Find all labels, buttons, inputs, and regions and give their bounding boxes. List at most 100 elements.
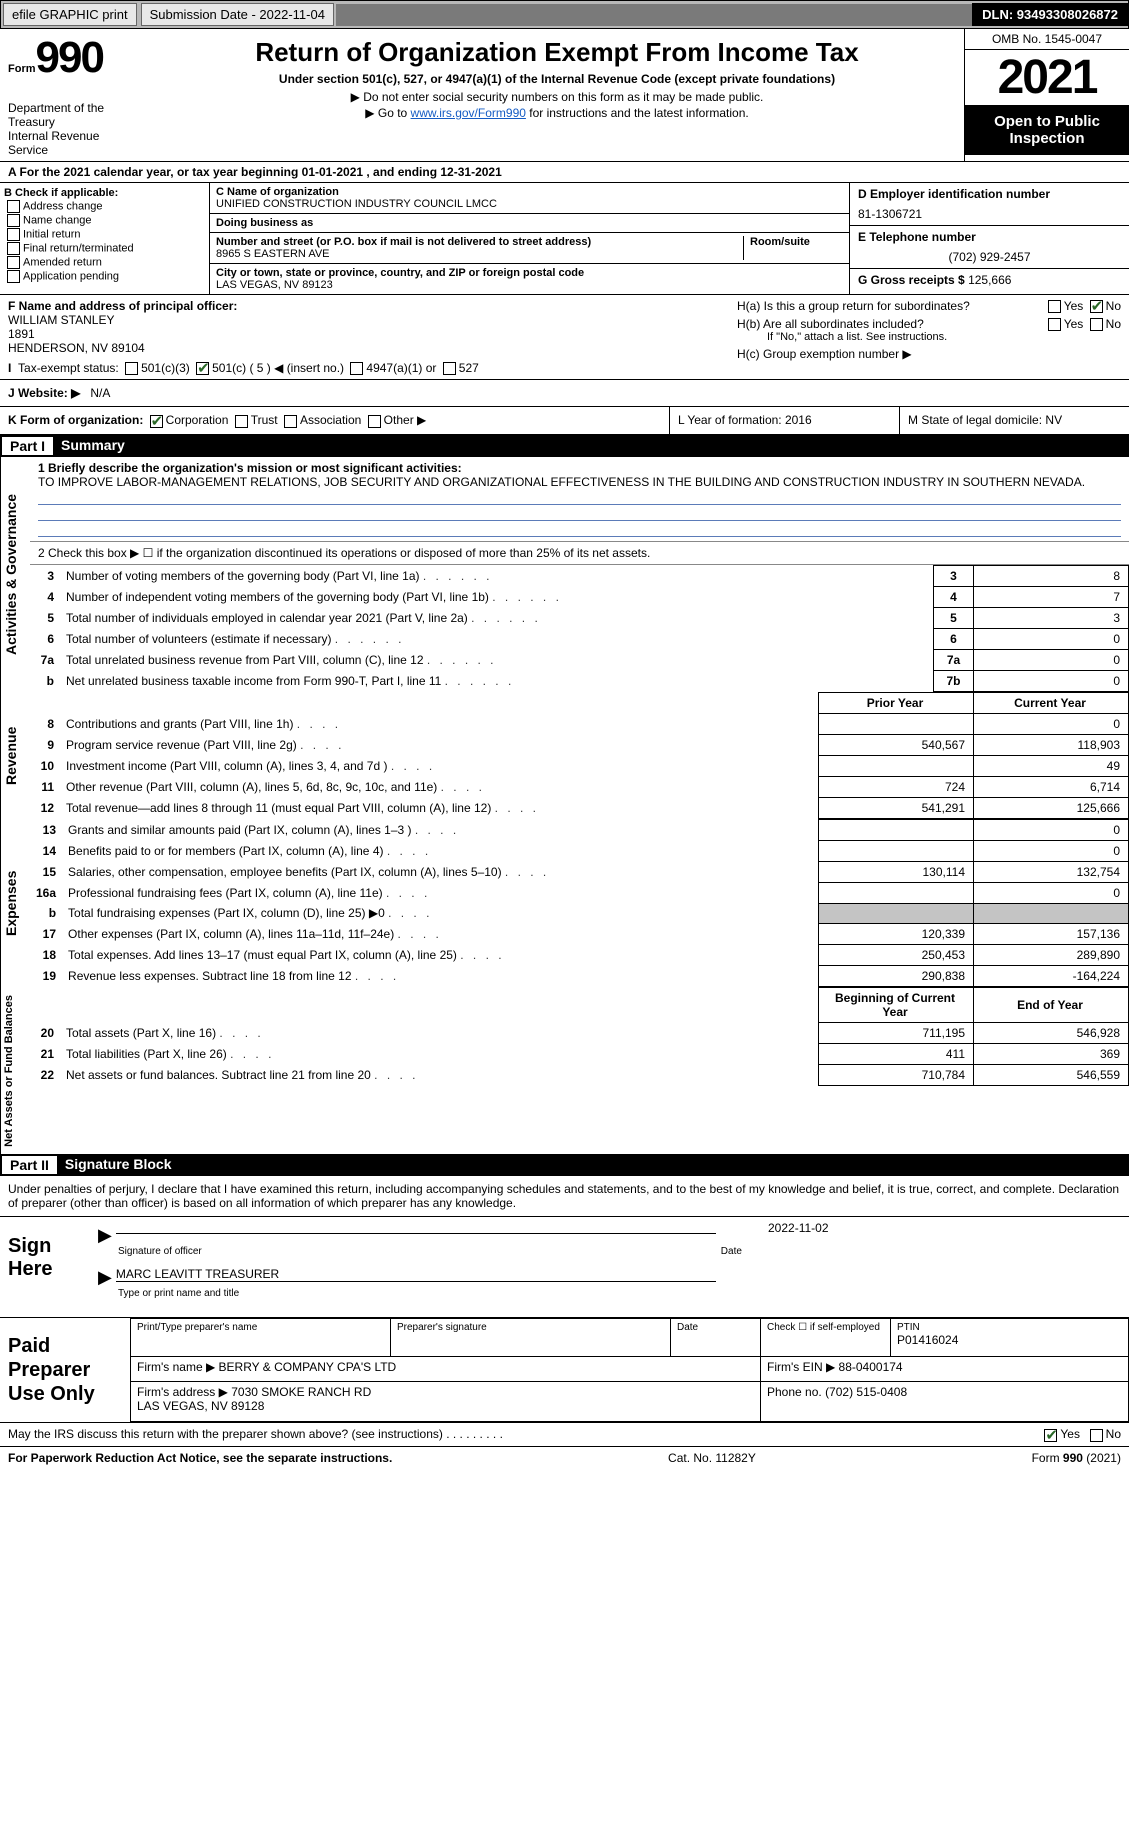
cb-application-pending[interactable]: Application pending (4, 270, 205, 283)
footer-left: For Paperwork Reduction Act Notice, see … (8, 1451, 392, 1465)
cb-501c[interactable] (196, 362, 209, 375)
open-inspection: Open to Public Inspection (965, 105, 1129, 155)
expenses-table: 13Grants and similar amounts paid (Part … (30, 819, 1129, 987)
gross-lbl: G Gross receipts $ (858, 273, 965, 287)
city-lbl: City or town, state or province, country… (216, 267, 843, 279)
cb-amended-return[interactable]: Amended return (4, 256, 205, 269)
cb-501c3[interactable] (125, 362, 138, 375)
ha-lbl: H(a) Is this a group return for subordin… (737, 299, 970, 313)
row-website: J Website: ▶ N/A (0, 380, 1129, 407)
part1-governance: Activities & Governance 1 Briefly descri… (0, 457, 1129, 692)
hb-lbl: H(b) Are all subordinates included? (737, 317, 924, 331)
sig-arrow-icon: ▶ (98, 1225, 112, 1245)
discuss-no[interactable] (1090, 1429, 1103, 1442)
tab-expenses: Expenses (0, 819, 30, 987)
sign-here-lbl: Sign Here (0, 1217, 90, 1317)
ptin-lbl: PTIN (897, 1322, 1122, 1333)
discuss-text: May the IRS discuss this return with the… (8, 1427, 443, 1441)
cb-final-return[interactable]: Final return/terminated (4, 242, 205, 255)
header-sub2a: ▶ Do not enter social security numbers o… (154, 90, 960, 104)
form-title: Return of Organization Exempt From Incom… (154, 37, 960, 68)
sig-name: MARC LEAVITT TREASURER (116, 1267, 279, 1281)
cb-corp[interactable] (150, 415, 163, 428)
efile-label: efile GRAPHIC print (3, 3, 137, 26)
ein-val: 81-1306721 (858, 207, 1121, 221)
org-name-lbl: C Name of organization (216, 186, 843, 198)
f-addr: 1891 HENDERSON, NV 89104 (8, 327, 721, 355)
cb-other[interactable] (368, 415, 381, 428)
part2-heading: Signature Block (65, 1156, 172, 1174)
prep-sig-lbl: Preparer's signature (397, 1322, 664, 1333)
footer-cat: Cat. No. 11282Y (668, 1451, 756, 1465)
gross-val: 125,666 (968, 273, 1011, 287)
cb-address-change[interactable]: Address change (4, 200, 205, 213)
row-a-period: A For the 2021 calendar year, or tax yea… (0, 162, 1129, 183)
firm-name-lbl: Firm's name ▶ (137, 1360, 215, 1374)
street-lbl: Number and street (or P.O. box if mail i… (216, 236, 743, 248)
l-year: L Year of formation: 2016 (669, 407, 899, 433)
ha-no[interactable] (1090, 300, 1103, 313)
submission-date: Submission Date - 2022-11-04 (141, 3, 334, 26)
discuss-row: May the IRS discuss this return with the… (0, 1423, 1129, 1446)
footer-right: Form 990 (2021) (1032, 1451, 1121, 1465)
revenue-table: Prior YearCurrent Year 8Contributions an… (30, 692, 1129, 819)
dba-lbl: Doing business as (216, 217, 843, 229)
col-de: D Employer identification number 81-1306… (849, 183, 1129, 294)
ein-lbl: D Employer identification number (858, 187, 1121, 201)
col-b: B Check if applicable: Address change Na… (0, 183, 210, 294)
prep-date-lbl: Date (677, 1322, 754, 1333)
end-year-hdr: End of Year (974, 987, 1129, 1022)
discuss-yes[interactable] (1044, 1429, 1057, 1442)
cb-name-change[interactable]: Name change (4, 214, 205, 227)
city-val: LAS VEGAS, NV 89123 (216, 279, 843, 291)
top-bar: efile GRAPHIC print Submission Date - 20… (0, 0, 1129, 29)
ptin-val: P01416024 (897, 1333, 1122, 1347)
tel-lbl: E Telephone number (858, 230, 1121, 244)
ha-yes[interactable] (1048, 300, 1061, 313)
cb-initial-return[interactable]: Initial return (4, 228, 205, 241)
cb-527[interactable] (443, 362, 456, 375)
sig-officer-lbl: Signature of officer (118, 1246, 718, 1257)
cb-trust[interactable] (235, 415, 248, 428)
header-sub2b: ▶ Go to www.irs.gov/Form990 for instruct… (154, 106, 960, 120)
firm-ein: 88-0400174 (839, 1360, 903, 1374)
sign-here: Sign Here ▶ 2022-11-02 Signature of offi… (0, 1217, 1129, 1318)
cb-assoc[interactable] (284, 415, 297, 428)
irs-link[interactable]: www.irs.gov/Form990 (411, 106, 526, 120)
beg-year-hdr: Beginning of Current Year (819, 987, 974, 1022)
hb-note: If "No," attach a list. See instructions… (767, 331, 1121, 343)
omb-number: OMB No. 1545-0047 (965, 29, 1129, 50)
tab-netassets: Net Assets or Fund Balances (0, 987, 30, 1155)
tab-governance: Activities & Governance (0, 457, 30, 692)
hb-yes[interactable] (1048, 318, 1061, 331)
dln: DLN: 93493308026872 (972, 3, 1128, 26)
part2-header: Part II Signature Block (0, 1154, 1129, 1176)
f-lbl: F Name and address of principal officer: (8, 299, 721, 313)
line1-lbl: 1 Briefly describe the organization's mi… (38, 461, 462, 475)
col-b-hdr: B Check if applicable: (4, 187, 205, 199)
netassets-table: Beginning of Current YearEnd of Year 20T… (30, 987, 1129, 1086)
cb-4947[interactable] (350, 362, 363, 375)
m-state: M State of legal domicile: NV (899, 407, 1129, 433)
firm-ein-lbl: Firm's EIN ▶ (767, 1360, 835, 1374)
hb-no[interactable] (1090, 318, 1103, 331)
current-year-hdr: Current Year (974, 692, 1129, 713)
tab-revenue: Revenue (0, 692, 30, 819)
line1-text: TO IMPROVE LABOR-MANAGEMENT RELATIONS, J… (38, 475, 1085, 489)
sig-name-lbl: Type or print name and title (118, 1288, 1121, 1299)
part1-expenses: Expenses 13Grants and similar amounts pa… (0, 819, 1129, 987)
form-header: Form990 Department of the Treasury Inter… (0, 29, 1129, 162)
row-fh: F Name and address of principal officer:… (0, 295, 1129, 380)
sig-date: 2022-11-02 (768, 1221, 829, 1235)
part1-netassets: Net Assets or Fund Balances Beginning of… (0, 987, 1129, 1155)
dept-label: Department of the Treasury Internal Reve… (8, 101, 142, 157)
street-val: 8965 S EASTERN AVE (216, 248, 743, 260)
prior-year-hdr: Prior Year (819, 692, 974, 713)
section-bcde: B Check if applicable: Address change Na… (0, 183, 1129, 295)
paid-preparer: Paid Preparer Use Only Print/Type prepar… (0, 1318, 1129, 1423)
tax-year: 2021 (965, 50, 1129, 105)
website-val: N/A (90, 386, 110, 400)
line2: 2 Check this box ▶ ☐ if the organization… (30, 542, 1129, 565)
tax-status-lbl: Tax-exempt status: (18, 361, 119, 375)
header-right: OMB No. 1545-0047 2021 Open to Public In… (964, 29, 1129, 161)
